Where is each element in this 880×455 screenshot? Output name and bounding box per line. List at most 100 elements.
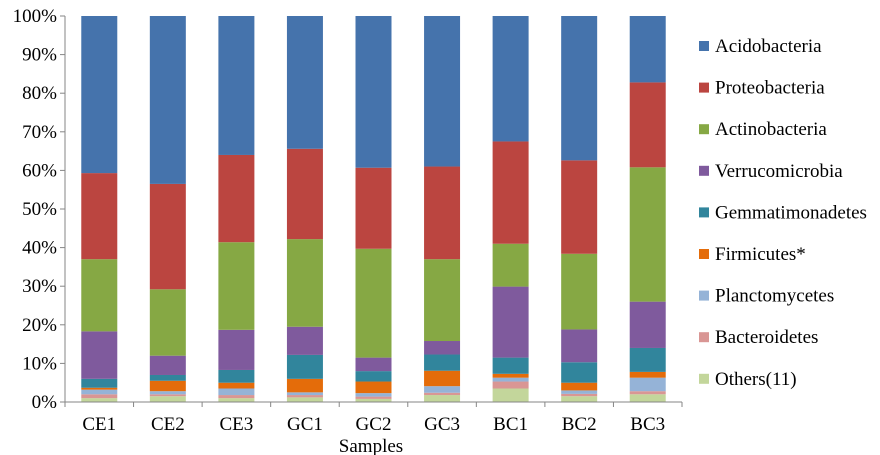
bar-segment-bc3-proteobacteria <box>629 82 666 168</box>
bar-segment-ce3-actinobacteria <box>218 242 255 330</box>
bar-segment-gc1-actinobacteria <box>286 239 323 327</box>
bar-segment-gc1-verrucomicrobia <box>286 326 323 355</box>
bar-segment-bc2-gemmatimonadetes <box>561 362 598 383</box>
bar-segment-ce3-acidobacteria <box>218 16 255 155</box>
x-tick-label: BC2 <box>562 414 597 435</box>
bar-segment-bc2-firmicutes <box>561 382 598 391</box>
plot-area <box>81 16 666 402</box>
legend-swatch-firmicutes <box>699 249 709 259</box>
bar-segment-ce2-others-11 <box>149 396 186 402</box>
legend-label-others-11: Others(11) <box>715 369 797 390</box>
bar-segment-bc2-actinobacteria <box>561 253 598 330</box>
bar-segment-bc1-firmicutes <box>492 373 529 378</box>
bar-segment-gc2-bacteroidetes <box>355 396 392 399</box>
legend: Acidobacteria Proteobacteria Actinobacteri… <box>699 36 867 390</box>
bar-segment-bc1-acidobacteria <box>492 16 529 142</box>
bar-segment-bc1-gemmatimonadetes <box>492 357 529 374</box>
bar-segment-bc3-actinobacteria <box>629 167 666 302</box>
y-tick-label: 10% <box>22 353 57 374</box>
legend-swatch-planctomycetes <box>699 290 709 301</box>
bar-segment-ce2-proteobacteria <box>149 183 186 290</box>
bar-segment-ce2-planctomycetes <box>149 391 186 395</box>
bar-segment-ce2-bacteroidetes <box>149 394 186 397</box>
bar-segment-gc2-acidobacteria <box>355 16 392 168</box>
bar-segment-gc2-verrucomicrobia <box>355 357 392 372</box>
bar-segment-gc1-planctomycetes <box>286 392 323 396</box>
bar-segment-ce3-gemmatimonadetes <box>218 369 255 383</box>
x-tick-label: CE1 <box>82 414 116 435</box>
y-tick-label: 80% <box>22 83 57 104</box>
x-tick-label: BC3 <box>630 414 665 435</box>
bar-segment-gc3-bacteroidetes <box>424 392 461 396</box>
y-tick-label: 50% <box>22 199 57 220</box>
bar-segment-bc1-bacteroidetes <box>492 381 529 389</box>
bar-segment-gc1-firmicutes <box>286 378 323 393</box>
bar-segment-bc2-proteobacteria <box>561 160 598 254</box>
bar-segment-ce3-proteobacteria <box>218 154 255 243</box>
bar-segment-bc3-firmicutes <box>629 371 666 378</box>
y-tick-label: 30% <box>22 276 57 297</box>
bar-segment-gc3-firmicutes <box>424 370 461 387</box>
y-tick-label: 70% <box>22 122 57 143</box>
bar-segment-bc1-proteobacteria <box>492 141 529 244</box>
bar-segment-ce3-others-11 <box>218 398 255 402</box>
bar-segment-ce1-actinobacteria <box>81 259 118 332</box>
y-tick-label: 100% <box>13 6 58 27</box>
bar-segment-bc3-acidobacteria <box>629 16 666 83</box>
bar-segment-gc3-actinobacteria <box>424 259 461 342</box>
bar-segment-gc3-acidobacteria <box>424 16 461 167</box>
x-axis: CE1 CE2 CE3 GC1 GC2 GC3 BC1 BC2 BC3 <box>64 401 683 435</box>
legend-swatch-verrucomicrobia <box>699 165 709 176</box>
bar-segment-ce2-actinobacteria <box>149 289 186 356</box>
x-tick-label: CE2 <box>151 414 185 435</box>
legend-label-verrucomicrobia: Verrucomicrobia <box>715 161 843 182</box>
bar-segment-gc2-actinobacteria <box>355 248 392 358</box>
x-tick-label: CE3 <box>219 414 253 435</box>
bar-segment-gc2-planctomycetes <box>355 393 392 397</box>
bar-segment-gc3-others-11 <box>424 395 461 402</box>
bar-segment-ce2-gemmatimonadetes <box>149 374 186 381</box>
x-tick-label: GC2 <box>356 414 392 435</box>
bar-segment-bc2-others-11 <box>561 396 598 402</box>
legend-swatch-proteobacteria <box>699 82 709 93</box>
y-tick-label: 20% <box>22 315 57 336</box>
bar-segment-gc3-planctomycetes <box>424 386 461 393</box>
bar-segment-ce1-bacteroidetes <box>81 394 118 399</box>
bar-segment-ce1-planctomycetes <box>81 389 118 395</box>
legend-label-bacteroidetes: Bacteroidetes <box>715 327 818 348</box>
bar-segment-gc1-bacteroidetes <box>286 395 323 398</box>
bar-segment-ce1-firmicutes <box>81 387 118 390</box>
y-tick-label: 60% <box>22 160 57 181</box>
legend-label-acidobacteria: Acidobacteria <box>715 36 822 57</box>
bar-segment-ce3-verrucomicrobia <box>218 329 255 370</box>
bar-segment-ce2-verrucomicrobia <box>149 355 186 375</box>
bar-segment-ce3-firmicutes <box>218 382 255 389</box>
bar-segment-ce1-gemmatimonadetes <box>81 378 118 388</box>
legend-swatch-actinobacteria <box>699 124 709 135</box>
bar-segment-bc2-verrucomicrobia <box>561 329 598 363</box>
legend-swatch-gemmatimonadetes <box>699 207 709 218</box>
legend-label-actinobacteria: Actinobacteria <box>715 119 827 140</box>
bar-segment-bc3-gemmatimonadetes <box>629 347 666 372</box>
bar-segment-gc2-firmicutes <box>355 381 392 394</box>
bar-segment-bc3-bacteroidetes <box>629 391 666 395</box>
y-tick-label: 0% <box>32 392 58 413</box>
legend-swatch-bacteroidetes <box>699 332 709 343</box>
bar-segment-gc1-gemmatimonadetes <box>286 354 323 379</box>
bar-segment-gc3-verrucomicrobia <box>424 341 461 355</box>
bar-segment-gc1-others-11 <box>286 397 323 402</box>
y-axis: 0% 10% 20% 30% 40% 50% 60% 70% 80% 90% 100% <box>13 6 66 413</box>
legend-swatch-others-11 <box>699 373 709 384</box>
bar-segment-gc2-gemmatimonadetes <box>355 371 392 382</box>
bar-segment-ce1-others-11 <box>81 398 118 402</box>
bar-segment-ce3-bacteroidetes <box>218 395 255 399</box>
bar-segment-bc2-planctomycetes <box>561 390 598 394</box>
bar-segment-bc3-verrucomicrobia <box>629 301 666 348</box>
bar-segment-gc2-others-11 <box>355 398 392 402</box>
bar-segment-bc1-actinobacteria <box>492 243 529 287</box>
x-tick-label: GC1 <box>287 414 323 435</box>
bar-segment-bc2-acidobacteria <box>561 16 598 161</box>
legend-label-gemmatimonadetes: Gemmatimonadetes <box>715 202 867 223</box>
bar-segment-bc3-planctomycetes <box>629 377 666 392</box>
